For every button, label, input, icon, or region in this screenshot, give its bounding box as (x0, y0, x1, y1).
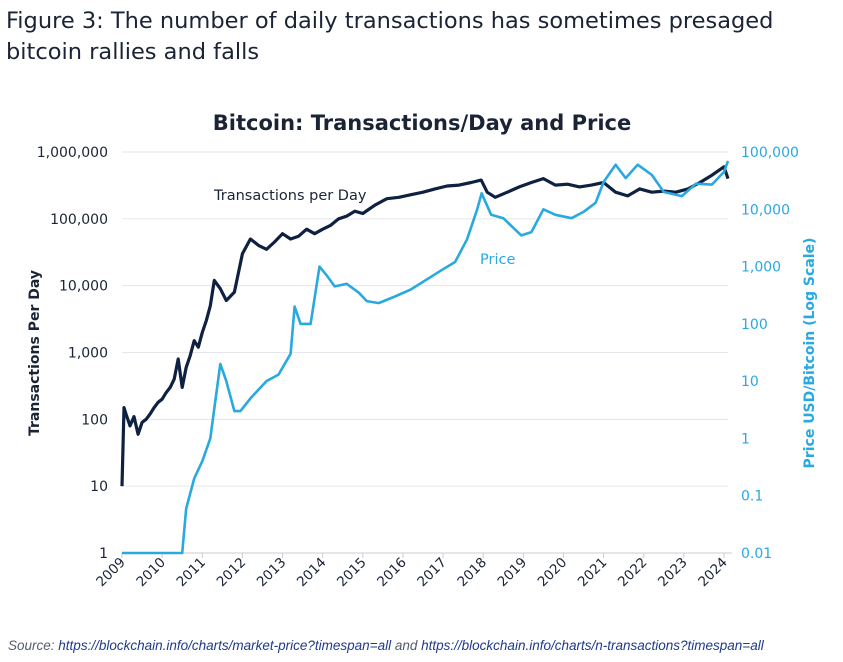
y-axis-right: 0.01 0.1 1 10 100 1,000 10,000 100,000 (741, 145, 799, 562)
y2-axis-label: Price USD/Bitcoin (Log Scale) (802, 238, 818, 469)
y2-tick-label: 10 (741, 374, 759, 390)
figure-title: Figure 3: The number of daily transactio… (6, 8, 774, 65)
x-tick-label: 2018 (454, 555, 490, 591)
x-tick-label: 2012 (214, 555, 250, 591)
x-tick-label: 2011 (173, 555, 209, 591)
y2-tick-label: 10,000 (741, 202, 790, 218)
series-label-price: Price (480, 252, 515, 268)
source-label: Source: (8, 638, 55, 653)
y2-tick-label: 1,000 (741, 260, 781, 276)
series-line-price (122, 160, 730, 555)
y-tick-label: 10,000 (59, 279, 108, 295)
x-tick-label: 2021 (575, 555, 611, 591)
y2-tick-label: 1 (741, 431, 750, 447)
chart-title: Bitcoin: Transactions/Day and Price (213, 111, 631, 135)
y-tick-label: 100,000 (50, 212, 108, 228)
y-axis-left: 1 10 100 1,000 10,000 100,000 1,000,000 (37, 145, 108, 562)
y-tick-label: 10 (90, 479, 108, 495)
y-tick-label: 1,000,000 (37, 145, 108, 161)
source-note: Source: https://blockchain.info/charts/m… (8, 638, 764, 653)
x-axis: 2009 2010 2011 2012 2013 2014 2015 2016 2017 2018… (93, 552, 732, 591)
x-tick-label: 2023 (655, 555, 691, 591)
x-tick-label: 2022 (615, 555, 651, 591)
x-tick-label: 2024 (695, 555, 731, 591)
y2-tick-label: 0.1 (741, 489, 763, 505)
series-line-transactions (120, 165, 730, 487)
source-and: and (394, 638, 418, 653)
x-tick-label: 2010 (133, 555, 169, 591)
x-tick-label: 2017 (414, 555, 450, 591)
x-tick-label: 2016 (374, 555, 410, 591)
x-tick-label: 2020 (535, 555, 571, 591)
grid (122, 151, 728, 554)
y-tick-label: 1 (99, 546, 108, 562)
series-label-transactions: Transactions per Day (213, 188, 367, 204)
y-tick-label: 100 (81, 412, 108, 428)
x-tick-label: 2013 (254, 555, 290, 591)
y-axis-label: Transactions Per Day (27, 270, 43, 436)
source-link-transactions[interactable]: https://blockchain.info/charts/n-transac… (421, 638, 764, 653)
source-link-price[interactable]: https://blockchain.info/charts/market-pr… (58, 638, 392, 653)
x-tick-label: 2014 (294, 555, 330, 591)
y2-tick-label: 100,000 (741, 145, 799, 161)
x-tick-label: 2019 (495, 555, 531, 591)
y2-tick-label: 100 (741, 317, 768, 333)
y-tick-label: 1,000 (68, 346, 108, 362)
y2-tick-label: 0.01 (741, 546, 772, 562)
x-tick-label: 2015 (334, 555, 370, 591)
